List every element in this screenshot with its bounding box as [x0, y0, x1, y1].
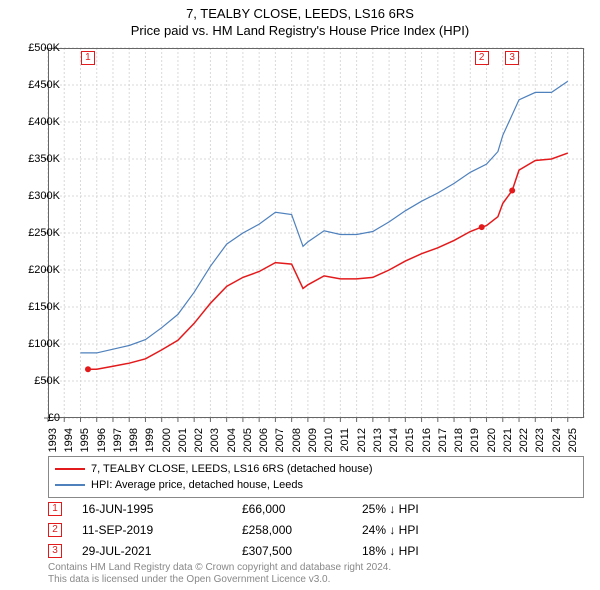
sale-marker-badge: 2: [48, 523, 62, 537]
x-tick-label: 2025: [567, 428, 579, 452]
x-tick-label: 1994: [63, 428, 75, 452]
legend-item: HPI: Average price, detached house, Leed…: [55, 477, 577, 493]
sale-pct-vs-hpi: 24% ↓ HPI: [362, 523, 482, 537]
sale-marker-badge: 1: [48, 502, 62, 516]
x-tick-label: 2014: [388, 428, 400, 452]
x-tick-label: 2021: [502, 428, 514, 452]
legend: 7, TEALBY CLOSE, LEEDS, LS16 6RS (detach…: [48, 456, 584, 498]
x-tick-label: 2009: [307, 428, 319, 452]
legend-label: 7, TEALBY CLOSE, LEEDS, LS16 6RS (detach…: [91, 463, 372, 475]
x-tick-label: 2018: [453, 428, 465, 452]
x-tick-label: 2007: [274, 428, 286, 452]
x-tick-label: 2003: [209, 428, 221, 452]
sale-price: £258,000: [242, 523, 362, 537]
legend-swatch: [55, 468, 85, 470]
y-tick-label: £350K: [14, 153, 60, 165]
x-tick-label: 2010: [323, 428, 335, 452]
x-tick-label: 2000: [161, 428, 173, 452]
x-tick-label: 2023: [534, 428, 546, 452]
y-tick-label: £250K: [14, 227, 60, 239]
y-tick-label: £500K: [14, 42, 60, 54]
x-tick-label: 2015: [404, 428, 416, 452]
x-tick-label: 2012: [356, 428, 368, 452]
sale-marker-callout: 1: [81, 51, 95, 65]
y-tick-label: £100K: [14, 338, 60, 350]
x-tick-label: 2020: [486, 428, 498, 452]
y-tick-label: £0: [14, 412, 60, 424]
x-tick-label: 2024: [551, 428, 563, 452]
y-tick-label: £450K: [14, 79, 60, 91]
chart-svg: [48, 48, 584, 418]
sale-pct-vs-hpi: 25% ↓ HPI: [362, 502, 482, 516]
footer-line1: Contains HM Land Registry data © Crown c…: [48, 562, 391, 574]
sale-date: 11-SEP-2019: [82, 523, 242, 537]
x-tick-label: 2011: [339, 428, 351, 452]
x-tick-label: 1995: [79, 428, 91, 452]
x-tick-label: 2001: [177, 428, 189, 452]
y-tick-label: £200K: [14, 264, 60, 276]
sale-marker-callout: 2: [475, 51, 489, 65]
sales-table: 1 16-JUN-1995£66,00025% ↓ HPI 2 11-SEP-2019…: [48, 498, 584, 561]
x-tick-label: 2016: [421, 428, 433, 452]
x-tick-label: 2002: [193, 428, 205, 452]
sale-marker-callout: 3: [505, 51, 519, 65]
sale-row: 2 11-SEP-2019£258,00024% ↓ HPI: [48, 519, 584, 540]
y-tick-label: £300K: [14, 190, 60, 202]
x-tick-label: 1999: [144, 428, 156, 452]
x-tick-label: 2013: [372, 428, 384, 452]
footer-line2: This data is licensed under the Open Gov…: [48, 574, 391, 586]
sale-marker-badge: 3: [48, 544, 62, 558]
x-tick-label: 2008: [291, 428, 303, 452]
y-tick-label: £50K: [14, 375, 60, 387]
x-tick-label: 2006: [258, 428, 270, 452]
legend-label: HPI: Average price, detached house, Leed…: [91, 479, 303, 491]
chart-subtitle: Price paid vs. HM Land Registry's House …: [0, 21, 600, 42]
x-tick-label: 2017: [437, 428, 449, 452]
sale-date: 16-JUN-1995: [82, 502, 242, 516]
y-tick-label: £150K: [14, 301, 60, 313]
x-tick-label: 2005: [242, 428, 254, 452]
x-tick-label: 1996: [96, 428, 108, 452]
x-tick-label: 1998: [128, 428, 140, 452]
legend-swatch: [55, 484, 85, 486]
sale-price: £307,500: [242, 544, 362, 558]
y-tick-label: £400K: [14, 116, 60, 128]
sale-date: 29-JUL-2021: [82, 544, 242, 558]
chart-area: [48, 48, 584, 418]
x-tick-label: 1993: [47, 428, 59, 452]
x-tick-label: 1997: [112, 428, 124, 452]
sale-row: 3 29-JUL-2021£307,50018% ↓ HPI: [48, 540, 584, 561]
chart-title: 7, TEALBY CLOSE, LEEDS, LS16 6RS: [0, 0, 600, 21]
x-tick-label: 2004: [226, 428, 238, 452]
x-tick-label: 2019: [469, 428, 481, 452]
footer-attribution: Contains HM Land Registry data © Crown c…: [48, 562, 391, 586]
sale-price: £66,000: [242, 502, 362, 516]
sale-pct-vs-hpi: 18% ↓ HPI: [362, 544, 482, 558]
legend-item: 7, TEALBY CLOSE, LEEDS, LS16 6RS (detach…: [55, 461, 577, 477]
x-tick-label: 2022: [518, 428, 530, 452]
sale-row: 1 16-JUN-1995£66,00025% ↓ HPI: [48, 498, 584, 519]
